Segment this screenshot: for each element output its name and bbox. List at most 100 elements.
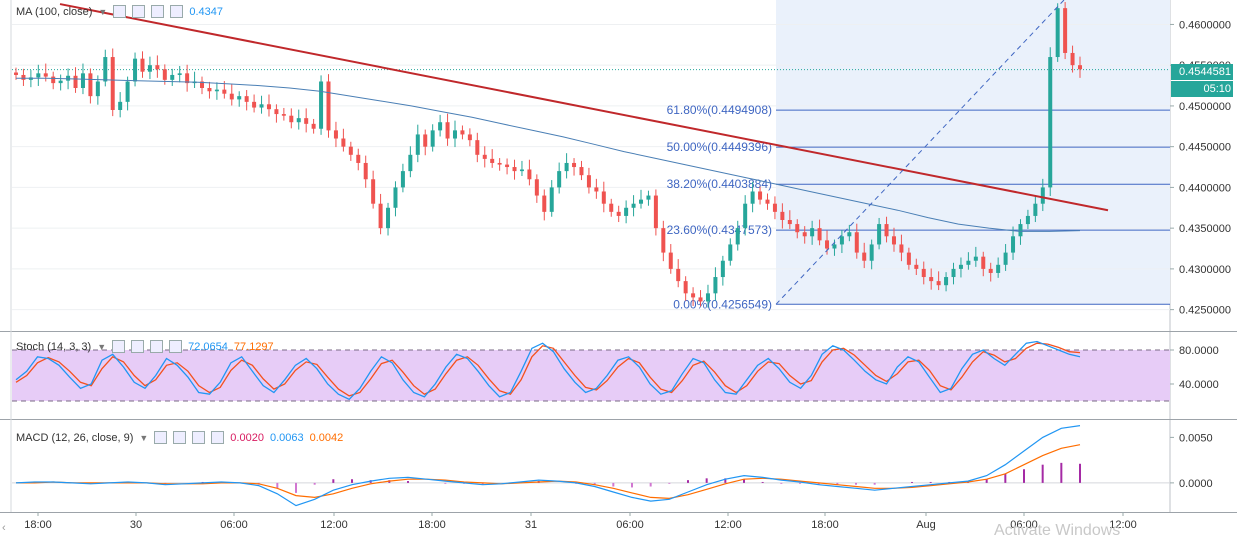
candle-body [490,158,495,163]
candle-body [601,191,606,204]
candle-body [304,118,309,124]
candle-body [616,211,621,216]
time-tick-label: 18:00 [418,519,446,531]
candle-body [579,167,584,176]
macd-line-value: 0.0063 [269,431,304,444]
fib-retracement-area [776,0,1170,305]
candle-body [1055,8,1060,58]
candle-body [266,104,271,110]
candle-body [244,96,249,102]
candle-body [534,179,539,196]
candle-body [155,65,160,70]
candle-body [281,114,286,116]
candle-body [810,228,815,237]
visibility-toggle-icon[interactable] [112,340,126,353]
candle-body [542,195,547,212]
chevron-down-icon[interactable]: ▼ [97,341,107,352]
candle-body [1011,236,1016,253]
candle-body [430,130,435,147]
settings-icon[interactable] [173,431,187,444]
settings-icon[interactable] [132,5,146,18]
candle-body [214,89,219,92]
candle-body [847,232,852,237]
candle-body [884,224,889,237]
candle-body [103,57,108,82]
candle-body [460,130,465,135]
candle-body [951,268,956,278]
candle-body [80,73,85,88]
candle-body [728,244,733,261]
candle-body [237,96,242,100]
close-icon[interactable] [211,431,225,444]
candle-body [750,191,755,204]
close-icon[interactable] [169,340,183,353]
settings-icon[interactable] [131,340,145,353]
candle-body [854,232,859,253]
candle-body [438,122,443,131]
fib-level-label: 38.20%(0.4403884) [667,177,772,191]
candle-body [564,162,569,172]
candle-body [58,80,63,84]
stoch-indicator-label: Stoch (14, 3, 3) [16,340,92,353]
stoch-pane-legend[interactable]: Stoch (14, 3, 3) ▼ 72.0654 77.1297 [16,340,274,353]
macd-signal-line [16,444,1081,500]
countdown-badge: 05:10 [1171,81,1233,97]
candle-body [973,256,978,261]
fib-level-label: 23.60%(0.4347573) [667,223,772,237]
candle-body [363,162,368,180]
candle-body [348,146,353,155]
time-tick-label: 06:00 [1010,519,1038,531]
candle-body [43,73,48,77]
candle-body [639,199,644,204]
time-tick-label: 06:00 [616,519,644,531]
candle-body [371,179,376,204]
resistance-trendline [59,3,1109,212]
main-pane-legend[interactable]: MA (100, close) ▼ 0.4347 [16,5,223,18]
candle-body [229,93,234,100]
candle-body [899,244,904,253]
candle-body [110,57,115,110]
stoch-k-value: 72.0654 [188,340,228,353]
candle-body [765,199,770,204]
candle-body [735,228,740,245]
chevron-down-icon[interactable]: ▼ [139,432,149,443]
add-icon[interactable] [192,431,206,444]
last-price-badge: 0.4544581 [1171,64,1233,80]
add-icon[interactable] [150,340,164,353]
visibility-toggle-icon[interactable] [154,431,168,444]
candle-body [222,89,227,94]
candle-body [862,252,867,261]
visibility-toggle-icon[interactable] [113,5,127,18]
candle-body [549,187,554,212]
candle-body [445,122,450,139]
time-tick-label: 31 [525,519,537,531]
candle-body [512,167,517,172]
candle-body [170,74,175,80]
candle-body [668,252,673,269]
chevron-down-icon[interactable]: ▼ [98,6,108,17]
candle-body [869,244,874,261]
candle-body [1025,215,1030,225]
candle-body [705,293,710,302]
candle-body [661,228,666,253]
candle-body [609,203,614,212]
candle-body [1078,65,1082,70]
macd-pane-legend[interactable]: MACD (12, 26, close, 9) ▼ 0.0020 0.0063 … [16,431,343,444]
stoch-tick-label: 40.0000 [1179,379,1219,391]
source-icon[interactable] [151,5,165,18]
price-tick-label: 0.4350000 [1179,223,1231,235]
candle-body [519,169,524,172]
candle-body [966,260,971,265]
candle-body [95,81,100,97]
candle-body [326,81,331,131]
candle-body [200,81,205,88]
candle-body [676,268,681,282]
scroll-left-icon[interactable]: ‹ [2,522,6,534]
candle-body [14,72,18,75]
candle-body [378,203,383,229]
candle-body [720,260,725,278]
close-icon[interactable] [170,5,184,18]
macd-signal-value: 0.0042 [309,431,344,444]
fib-level-label: 61.80%(0.4494908) [667,103,772,117]
